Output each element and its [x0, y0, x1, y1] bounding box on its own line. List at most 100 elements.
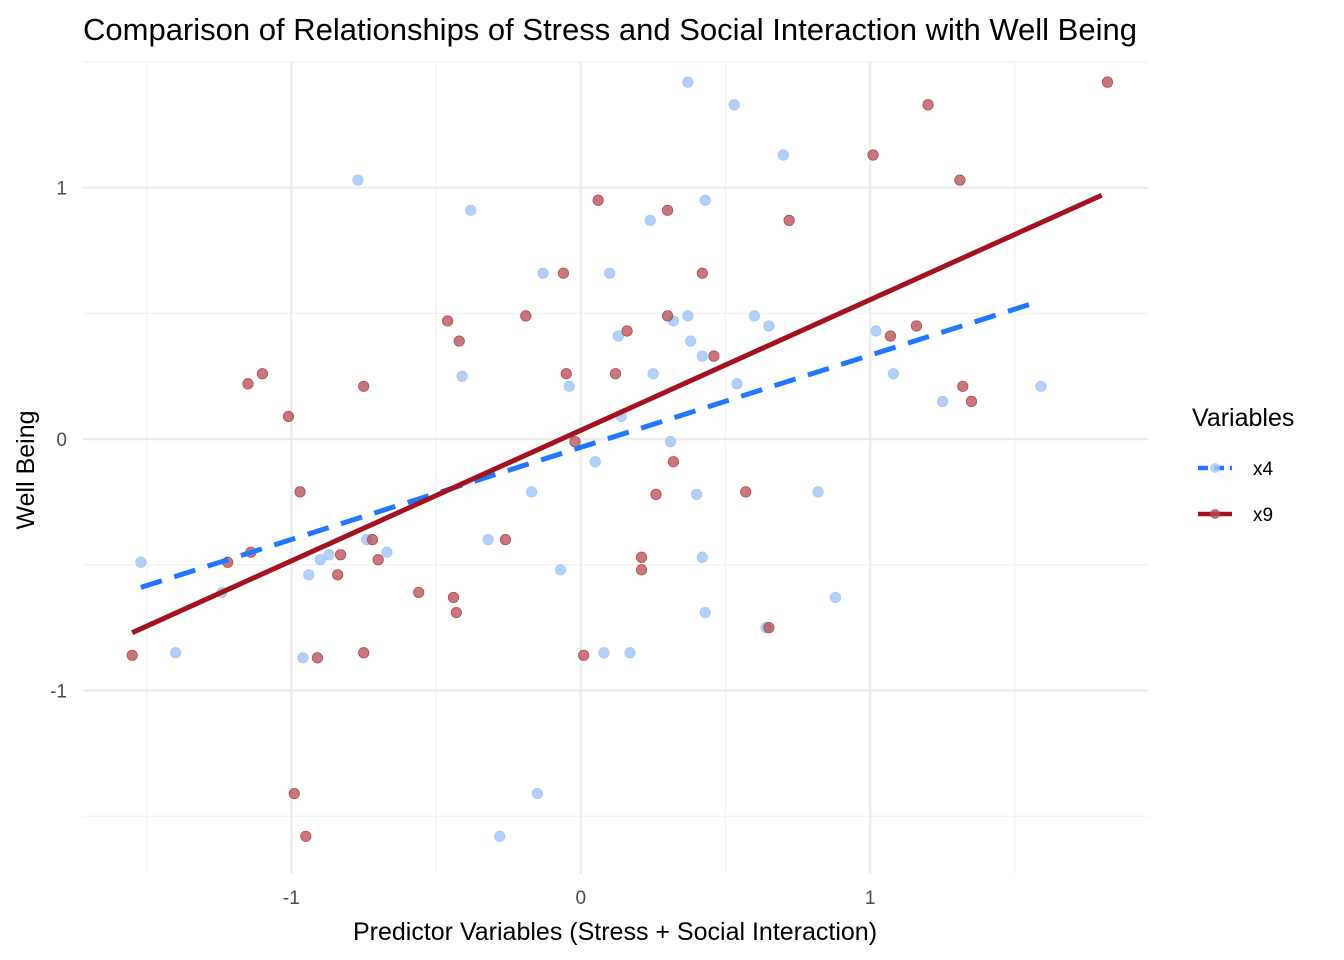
legend-label-x9: x9: [1253, 505, 1273, 526]
data-point-x9: [311, 652, 324, 664]
data-point-x4: [494, 830, 506, 842]
data-point-x4: [696, 551, 708, 563]
data-point-x4: [465, 204, 477, 216]
data-point-x9: [442, 315, 454, 327]
data-point-x4: [297, 652, 309, 664]
legend-key-x4: [1198, 463, 1232, 473]
x-tick-label: 1: [865, 888, 876, 909]
data-point-x4: [1035, 380, 1047, 392]
data-point-x4: [624, 647, 636, 659]
legend-label-x4: x4: [1253, 459, 1274, 480]
data-point-x9: [661, 310, 674, 322]
data-point-x9: [557, 267, 570, 279]
data-point-x4: [777, 149, 789, 161]
data-point-x9: [578, 649, 590, 661]
data-point-x9: [667, 456, 679, 468]
data-point-x9: [294, 486, 306, 498]
data-point-x9: [708, 350, 720, 362]
data-point-x4: [303, 569, 315, 581]
y-tick-label: 1: [56, 179, 67, 200]
data-point-x4: [170, 647, 182, 659]
fit-lines: [131, 192, 1103, 635]
data-point-x4: [870, 325, 882, 337]
x-tick-label: 0: [575, 888, 586, 909]
data-point-x9: [910, 320, 923, 332]
data-point-x9: [635, 564, 648, 576]
data-point-x4: [936, 395, 949, 407]
data-point-x4: [682, 76, 694, 88]
data-point-x9: [592, 194, 604, 206]
legend-point-x9: [1210, 509, 1220, 519]
data-point-x9: [696, 267, 708, 279]
data-point-x4: [690, 488, 703, 500]
fit-line-x9: [131, 192, 1103, 635]
data-point-x9: [560, 368, 572, 380]
data-point-x4: [647, 368, 659, 380]
data-point-x9: [763, 622, 775, 634]
x-axis-title: Predictor Variables (Stress + Social Int…: [353, 918, 877, 946]
data-point-x4: [664, 436, 677, 448]
data-point-x4: [748, 310, 761, 322]
data-point-x4: [612, 330, 624, 342]
data-point-x9: [282, 410, 295, 423]
data-point-x9: [372, 554, 384, 566]
y-tick-label: 0: [56, 430, 67, 451]
data-point-x4: [829, 591, 842, 604]
data-point-x4: [728, 99, 740, 111]
legend: Variables x4 x9: [1192, 404, 1294, 526]
data-point-x4: [381, 546, 393, 558]
data-point-x4: [537, 267, 549, 279]
data-point-x4: [699, 194, 711, 206]
data-point-x9: [621, 325, 633, 337]
data-point-x9: [300, 830, 312, 842]
data-point-x4: [554, 564, 567, 576]
data-point-x4: [699, 606, 711, 619]
data-point-x9: [661, 204, 674, 216]
data-point-x9: [957, 380, 969, 392]
data-point-x4: [563, 380, 575, 392]
data-point-x9: [332, 569, 344, 581]
plot-area: [83, 61, 1148, 874]
data-point-x9: [783, 214, 795, 226]
fit-line-x4: [140, 298, 1042, 590]
data-point-x9: [126, 649, 138, 661]
data-point-x4: [682, 310, 694, 322]
x-tick-label: -1: [283, 888, 300, 909]
data-point-x9: [884, 330, 897, 342]
data-point-x9: [922, 99, 934, 111]
data-point-x9: [965, 395, 978, 407]
data-point-x4: [763, 320, 775, 332]
data-points: [126, 76, 1114, 842]
legend-point-x4: [1210, 463, 1220, 473]
legend-key-x9: [1198, 509, 1232, 519]
data-point-x9: [650, 488, 662, 500]
data-point-x4: [525, 486, 538, 498]
data-point-x9: [609, 368, 622, 380]
data-point-x9: [358, 647, 370, 659]
data-point-x9: [954, 174, 966, 186]
data-point-x9: [499, 534, 512, 546]
data-point-x4: [598, 647, 610, 659]
data-point-x4: [644, 214, 656, 226]
y-tick-label: -1: [50, 681, 67, 702]
data-point-x4: [696, 350, 708, 362]
data-point-x9: [635, 551, 648, 563]
data-point-x9: [256, 368, 269, 380]
data-point-x9: [366, 534, 379, 546]
data-point-x4: [604, 267, 616, 279]
data-point-x4: [456, 370, 468, 382]
data-point-x4: [352, 174, 364, 186]
x-axis-ticks: -1 0 1: [283, 888, 876, 909]
y-axis-title: Well Being: [12, 410, 40, 529]
data-point-x9: [288, 787, 300, 800]
data-point-x4: [482, 534, 494, 546]
data-point-x9: [450, 606, 462, 619]
data-point-x4: [323, 549, 335, 561]
data-point-x4: [135, 556, 147, 568]
data-point-x9: [242, 378, 254, 390]
data-point-x9: [447, 591, 460, 604]
data-point-x9: [1101, 76, 1114, 88]
chart-title: Comparison of Relationships of Stress an…: [83, 12, 1137, 47]
data-point-x4: [589, 456, 601, 468]
